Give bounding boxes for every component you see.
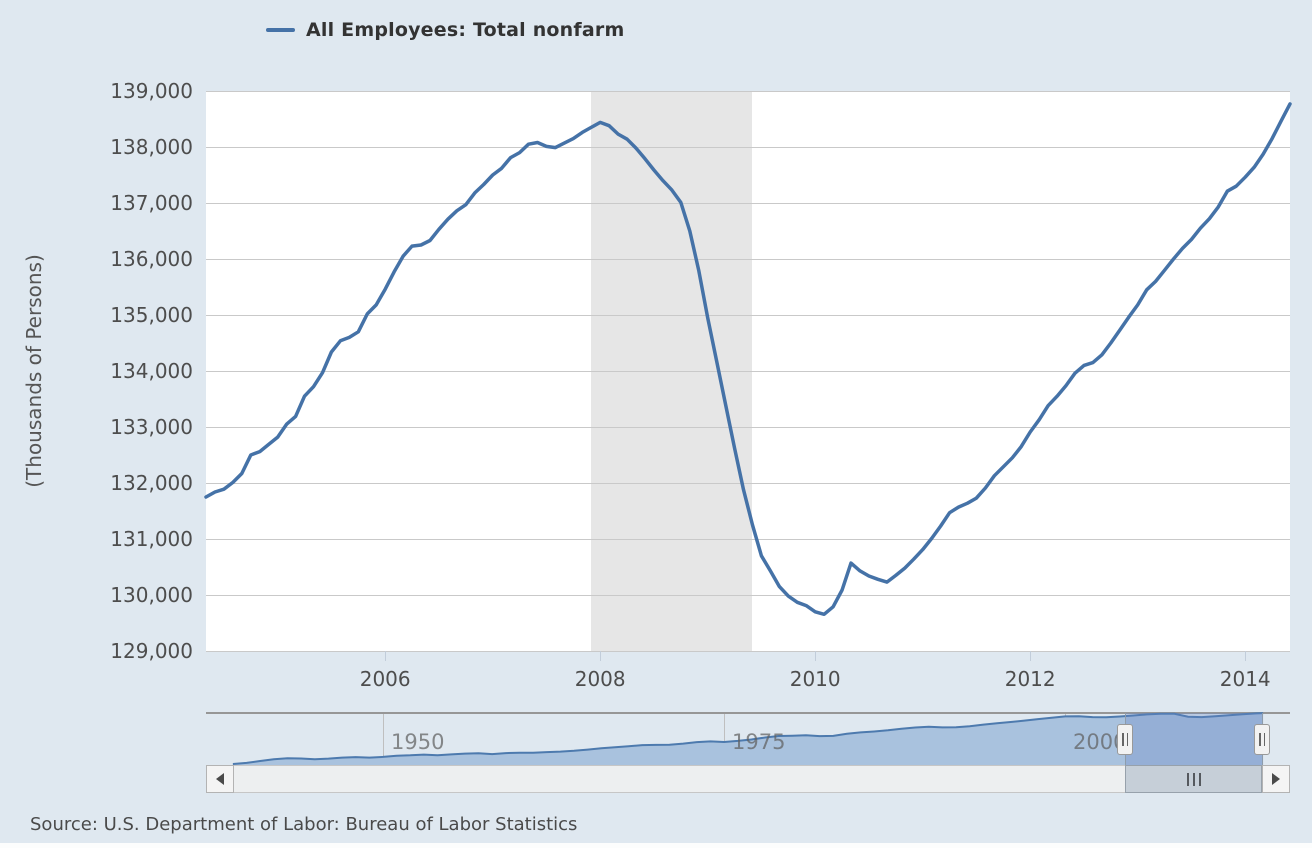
scrollbar-track[interactable]: [206, 765, 1290, 793]
y-tick-label: 130,000: [110, 583, 193, 607]
y-tick-label: 134,000: [110, 359, 193, 383]
y-gridline: [206, 595, 1290, 596]
x-tick-mark: [385, 651, 387, 661]
scrollbar-grip-icon: [1192, 772, 1195, 786]
y-tick-label: 131,000: [110, 527, 193, 551]
y-tick-label: 129,000: [110, 639, 193, 663]
x-tick-mark: [600, 651, 602, 661]
scrollbar-grip-icon: [1186, 772, 1189, 786]
navigator-selected-range[interactable]: [1125, 713, 1262, 765]
navigator-right-handle[interactable]: [1254, 724, 1270, 755]
navigator-gridline: [1065, 714, 1066, 765]
scrollbar-right-button[interactable]: [1262, 765, 1290, 793]
y-gridline: [206, 427, 1290, 428]
x-tick-mark: [1030, 651, 1032, 661]
navigator-left-handle[interactable]: [1117, 724, 1133, 755]
y-tick-label: 136,000: [110, 247, 193, 271]
grip-lines-icon: [1126, 733, 1128, 746]
y-tick-label: 139,000: [110, 79, 193, 103]
source-attribution: Source: U.S. Department of Labor: Bureau…: [30, 814, 578, 835]
y-tick-label: 137,000: [110, 191, 193, 215]
scrollbar-left-button[interactable]: [206, 765, 234, 793]
grip-lines-icon: [1259, 733, 1261, 746]
y-gridline: [206, 91, 1290, 92]
navigator-year-label: 1950: [391, 730, 445, 754]
legend-item[interactable]: All Employees: Total nonfarm: [266, 18, 624, 42]
y-tick-label: 132,000: [110, 471, 193, 495]
x-tick-mark: [1245, 651, 1247, 661]
scrollbar-thumb[interactable]: [1125, 765, 1262, 793]
bottom-strip: [0, 843, 1312, 848]
y-tick-label: 133,000: [110, 415, 193, 439]
y-gridline: [206, 147, 1290, 148]
triangle-left-icon: [216, 773, 224, 785]
y-gridline: [206, 259, 1290, 260]
x-tick-label: 2012: [1004, 667, 1056, 691]
x-tick-mark: [815, 651, 817, 661]
y-axis-title: (Thousands of Persons): [22, 254, 46, 488]
legend-label: All Employees: Total nonfarm: [306, 19, 625, 41]
x-tick-label: 2010: [789, 667, 841, 691]
series-line-swatch-icon: [266, 28, 295, 32]
x-tick-label: 2006: [359, 667, 411, 691]
scrollbar-grip-icon: [1198, 772, 1201, 786]
y-gridline: [206, 371, 1290, 372]
grip-lines-icon: [1122, 733, 1124, 746]
triangle-right-icon: [1272, 773, 1280, 785]
y-gridline: [206, 651, 1290, 652]
y-tick-label: 138,000: [110, 135, 193, 159]
y-gridline: [206, 203, 1290, 204]
x-tick-label: 2008: [574, 667, 626, 691]
y-gridline: [206, 315, 1290, 316]
navigator-gridline: [383, 714, 384, 765]
grip-lines-icon: [1263, 733, 1265, 746]
y-gridline: [206, 483, 1290, 484]
y-gridline: [206, 539, 1290, 540]
navigator-gridline: [724, 714, 725, 765]
y-tick-label: 135,000: [110, 303, 193, 327]
x-tick-label: 2014: [1219, 667, 1271, 691]
navigator-year-label: 1975: [732, 730, 786, 754]
